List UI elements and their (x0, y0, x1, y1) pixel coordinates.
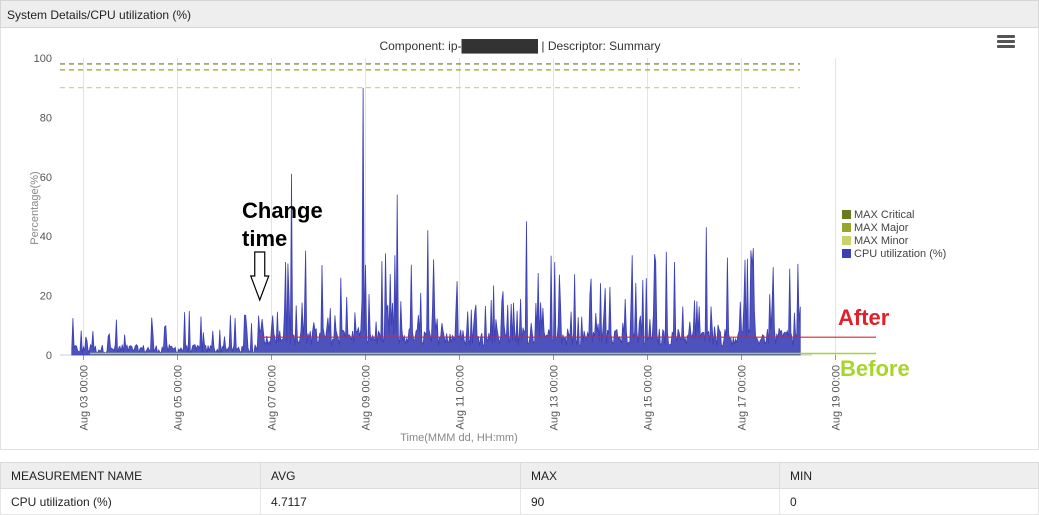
y-tick-label: 100 (34, 53, 52, 65)
y-tick-label: 40 (40, 231, 52, 243)
legend-swatch (842, 236, 851, 245)
legend-item: MAX Critical (854, 209, 915, 221)
cell-avg: 4.7117 (260, 488, 521, 515)
x-tick-label: Aug 09 00:00 (361, 365, 373, 430)
col-max[interactable]: MAX (520, 462, 780, 489)
x-axis-label: Time(MMM dd, HH:mm) (400, 432, 518, 444)
x-tick-label: Aug 11 00:00 (455, 365, 467, 430)
legend-item: MAX Major (854, 222, 909, 234)
legend-swatch (842, 223, 851, 232)
chart-title: Component: ip-█████████ | Descriptor: Su… (379, 39, 660, 54)
x-tick-label: Aug 03 00:00 (79, 365, 91, 430)
cell-min: 0 (779, 488, 1039, 515)
x-tick-label: Aug 13 00:00 (549, 365, 561, 430)
col-avg[interactable]: AVG (260, 462, 521, 489)
y-tick-label: 0 (46, 350, 52, 362)
change-time-label: Change (242, 198, 323, 223)
y-axis-label: Percentage(%) (29, 171, 41, 244)
col-min[interactable]: MIN (779, 462, 1039, 489)
panel-title: System Details/CPU utilization (%) (7, 8, 192, 22)
chart-container (0, 28, 1039, 450)
after-label: After (838, 305, 890, 330)
y-tick-label: 60 (40, 172, 52, 184)
measurement-table: MEASUREMENT NAME AVG MAX MIN CPU utiliza… (0, 462, 1039, 515)
chart-menu-icon[interactable] (997, 35, 1015, 49)
cell-max: 90 (520, 488, 780, 515)
x-tick-label: Aug 07 00:00 (267, 365, 279, 430)
x-tick-label: Aug 05 00:00 (173, 365, 185, 430)
before-label: Before (840, 356, 910, 381)
x-tick-label: Aug 17 00:00 (737, 365, 749, 430)
legend-swatch (842, 249, 851, 258)
x-tick-label: Aug 15 00:00 (643, 365, 655, 430)
x-tick-label: Aug 19 00:00 (831, 365, 843, 430)
y-tick-label: 20 (40, 291, 52, 303)
cell-measurement-name: CPU utilization (%) (0, 488, 261, 515)
legend-item: CPU utilization (%) (854, 248, 946, 260)
change-time-label-2: time (242, 226, 287, 251)
col-measurement-name[interactable]: MEASUREMENT NAME (0, 462, 261, 489)
legend-swatch (842, 210, 851, 219)
table-header-row: MEASUREMENT NAME AVG MAX MIN (0, 462, 1039, 489)
y-tick-label: 80 (40, 112, 52, 124)
table-row: CPU utilization (%) 4.7117 90 0 (0, 488, 1039, 515)
change-arrow-icon (249, 251, 270, 302)
legend-item: MAX Minor (854, 235, 909, 247)
cpu-utilization-series (71, 87, 801, 356)
cpu-utilization-chart: Component: ip-█████████ | Descriptor: Su… (29, 39, 946, 444)
panel-header: System Details/CPU utilization (%) (0, 0, 1039, 28)
